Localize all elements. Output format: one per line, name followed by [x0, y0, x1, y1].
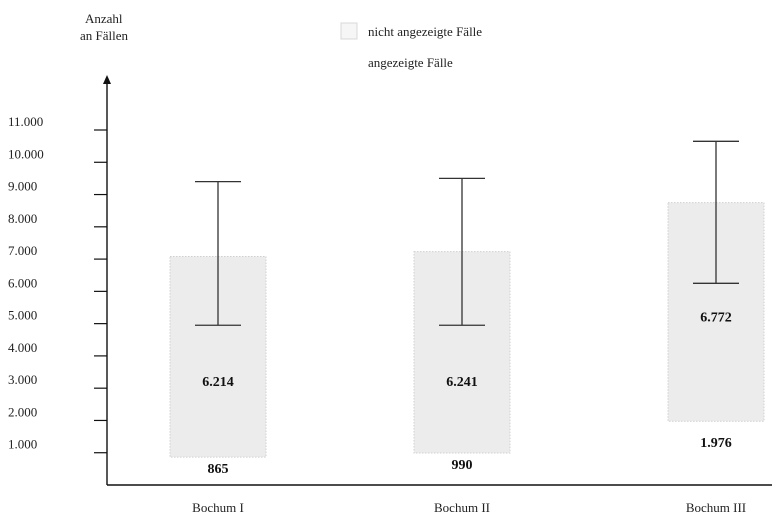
y-axis-arrow: [103, 75, 111, 84]
x-category-label: Bochum II: [434, 500, 490, 515]
y-tick-label: 8.000: [8, 211, 37, 226]
y-tick-label: 11.000: [8, 114, 43, 129]
bars: 6.214 865 6.241 990 6.772 1.976: [169, 140, 765, 477]
data-label-reported: 990: [452, 458, 473, 473]
y-tick-label: 9.000: [8, 179, 37, 194]
y-tick-label: 6.000: [8, 275, 37, 290]
data-label-reported: 865: [208, 462, 229, 477]
y-axis-title-line2: an Fällen: [80, 28, 129, 43]
y-tick-label: 4.000: [8, 340, 37, 355]
x-category-label: Bochum III: [686, 500, 746, 515]
y-tick-label: 2.000: [8, 404, 37, 419]
y-axis-title-line1: Anzahl: [85, 11, 123, 26]
x-category-label: Bochum I: [192, 500, 244, 515]
y-tick-label: 7.000: [8, 243, 37, 258]
legend: nicht angezeigte Fälle angezeigte Fälle: [340, 22, 482, 70]
data-label-reported: 1.976: [700, 436, 732, 451]
legend-swatch-unreported: [340, 22, 358, 40]
y-tick-label: 10.000: [8, 146, 44, 161]
y-tick-label: 1.000: [8, 437, 37, 452]
y-tick-label: 3.000: [8, 372, 37, 387]
legend-label-reported: angezeigte Fälle: [368, 55, 453, 70]
legend-label-unreported: nicht angezeigte Fälle: [368, 24, 482, 39]
y-tick-label: 5.000: [8, 308, 37, 323]
data-label-unreported: 6.241: [446, 375, 478, 390]
data-label-unreported: 6.214: [202, 375, 234, 390]
axes: Anzahl an Fällen 1.000 2.000 3.000 4.000 5.000…: [8, 11, 772, 515]
data-label-unreported: 6.772: [700, 311, 732, 326]
